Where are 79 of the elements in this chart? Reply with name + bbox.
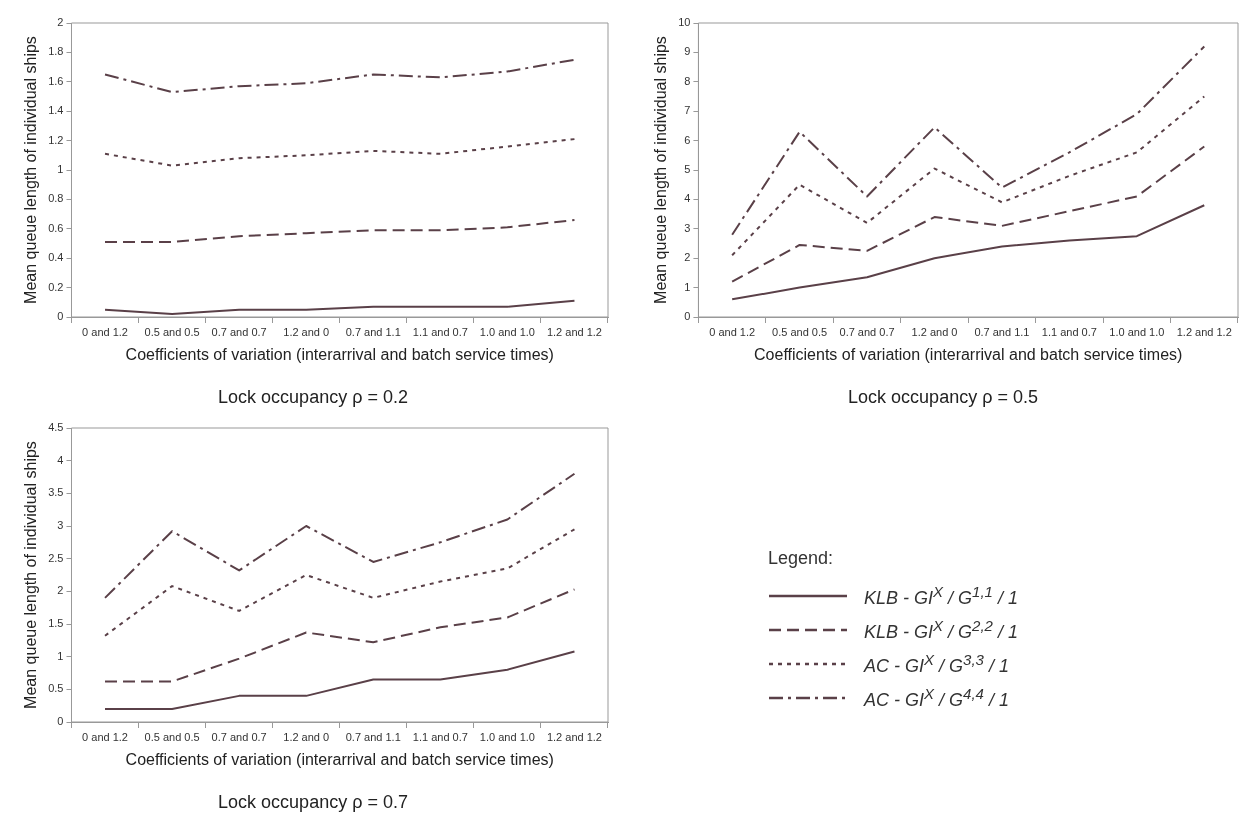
x-axis-title: Coefficients of variation (interarrival and batch service times): [754, 346, 1183, 364]
x-tick-label: 1.2 and 1.2: [546, 325, 602, 338]
x-tick-label: 0.7 and 1.1: [345, 325, 401, 338]
x-tick-label: 1.0 and 1.0: [1109, 325, 1165, 338]
x-tick-label: 0 and 1.2: [709, 325, 756, 338]
y-tick-label: 2.5: [48, 551, 64, 564]
y-tick-label: 1: [684, 280, 691, 293]
x-tick-label: 0 and 1.2: [82, 325, 128, 338]
y-tick-label: 7: [684, 104, 691, 117]
x-tick-label: 1.1 and 0.7: [1041, 325, 1097, 338]
x-tick-label: 0.7 and 0.7: [211, 730, 267, 743]
y-tick-label: 1: [57, 649, 64, 662]
line-series: [104, 588, 576, 683]
x-tick-label: 1.2 and 0: [911, 325, 958, 338]
y-tick-label: 9: [684, 45, 691, 58]
y-tick-label: 0: [684, 310, 691, 323]
x-tick-label: 0.7 and 1.1: [345, 730, 401, 743]
x-axis-title: Coefficients of variation (interarrival and batch service times): [125, 751, 554, 769]
y-tick-label: 3: [57, 519, 64, 532]
line-series: [731, 145, 1206, 283]
y-tick-label: 2: [57, 584, 64, 597]
x-tick-label: 0.5 and 0.5: [144, 325, 200, 338]
x-tick-label: 0.5 and 0.5: [144, 730, 200, 743]
y-tick-label: 0.4: [48, 251, 64, 264]
line-series: [731, 45, 1206, 236]
line-series: [104, 58, 576, 94]
x-tick-label: 1.2 and 1.2: [1176, 325, 1232, 338]
y-tick-label: 1.6: [48, 74, 64, 87]
x-tick-label: 1.0 and 1.0: [479, 325, 535, 338]
legend-label: KLB - GI$^{X}$ / G$^{1,1}$ / 1: [864, 583, 1018, 609]
y-tick-label: 1.8: [48, 45, 64, 58]
x-tick-label: 1.1 and 0.7: [412, 325, 468, 338]
y-tick-label: 0.2: [48, 280, 64, 293]
x-tick-label: 0 and 1.2: [82, 730, 128, 743]
y-tick-label: 8: [684, 74, 691, 87]
legend-label: AC - GI$^{X}$ / G$^{3,3}$ / 1: [864, 651, 1009, 677]
x-axis-title: Coefficients of variation (interarrival and batch service times): [125, 346, 554, 364]
text: Lock occupancy ρ = 0.7: [218, 792, 408, 813]
line-series: [104, 528, 576, 637]
y-tick-label: 2: [684, 251, 691, 264]
x-tick-label: 1.0 and 1.0: [479, 730, 535, 743]
y-tick-label: 1.4: [48, 104, 64, 117]
line-series: [104, 472, 576, 599]
x-tick-label: 1.1 and 0.7: [412, 730, 468, 743]
y-tick-label: 0.8: [48, 192, 64, 205]
y-tick-label: 4.5: [48, 421, 64, 434]
line-series: [104, 218, 576, 244]
legend-label: AC - GI$^{X}$ / G$^{4,4}$ / 1: [864, 685, 1009, 711]
x-tick-label: 1.2 and 1.2: [546, 730, 602, 743]
y-tick-label: 4: [57, 453, 64, 466]
y-tick-label: 3: [684, 221, 691, 234]
y-tick-label: 1.5: [48, 617, 64, 630]
legend-title: Legend:: [768, 548, 835, 569]
y-tick-label: 6: [684, 133, 691, 146]
y-tick-label: 0.5: [48, 682, 64, 695]
x-tick-label: 1.2 and 0: [283, 325, 330, 338]
y-tick-label: 1: [57, 163, 64, 176]
x-tick-label: 1.2 and 0: [283, 730, 330, 743]
x-tick-label: 0.5 and 0.5: [772, 325, 828, 338]
y-tick-label: 1.2: [48, 133, 64, 146]
y-axis-title: Mean queue length of individual ships: [22, 441, 40, 709]
y-axis-title: Mean queue length of individual ships: [652, 36, 670, 304]
x-tick-label: 0.7 and 1.1: [974, 325, 1030, 338]
text: Lock occupancy ρ = 0.2: [218, 387, 408, 408]
y-tick-label: 3.5: [48, 486, 64, 499]
y-tick-label: 10: [678, 16, 691, 29]
y-tick-label: 0.6: [48, 221, 64, 234]
y-tick-label: 4: [684, 192, 691, 205]
x-tick-label: 0.7 and 0.7: [211, 325, 267, 338]
line-series: [104, 138, 576, 167]
y-tick-label: 0: [57, 310, 64, 323]
text: Lock occupancy ρ = 0.5: [848, 387, 1038, 408]
y-tick-label: 2: [57, 16, 64, 29]
y-tick-label: 0: [57, 715, 64, 728]
legend-label: KLB - GI$^{X}$ / G$^{2,2}$ / 1: [864, 617, 1018, 643]
x-tick-label: 0.7 and 0.7: [839, 325, 895, 338]
y-tick-label: 5: [684, 163, 691, 176]
line-series: [731, 95, 1206, 257]
y-axis-title: Mean queue length of individual ships: [22, 36, 40, 304]
